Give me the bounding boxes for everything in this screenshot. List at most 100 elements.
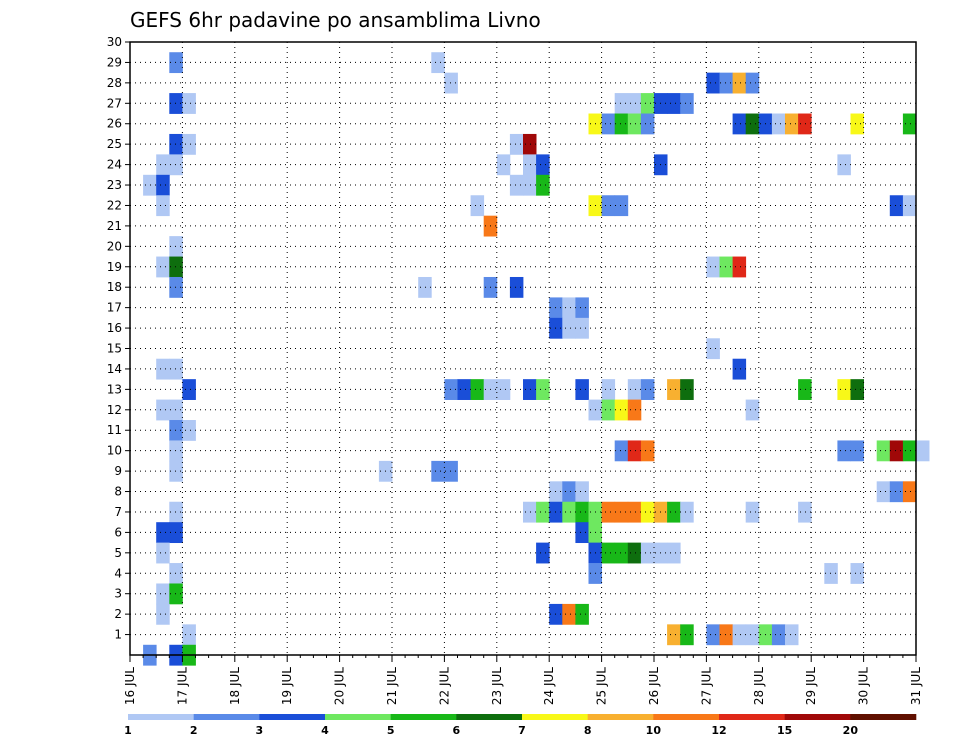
x-tick-label: 27 JUL — [699, 667, 713, 705]
cell — [667, 379, 681, 400]
cell — [706, 72, 720, 94]
cell — [680, 624, 694, 646]
legend-label: 20 — [843, 724, 859, 737]
cell — [627, 399, 642, 421]
cell — [509, 174, 524, 196]
cell — [523, 154, 537, 176]
y-tick-label: 27 — [107, 96, 122, 110]
cell — [837, 379, 851, 400]
legend-swatch — [259, 714, 326, 720]
cell — [575, 501, 589, 523]
cell — [706, 338, 720, 360]
legend-label: 8 — [584, 724, 592, 737]
cell — [902, 440, 917, 462]
y-tick-label: 30 — [107, 35, 122, 49]
cell — [156, 522, 170, 544]
cell — [627, 440, 642, 462]
cell — [509, 276, 524, 298]
cell — [745, 624, 760, 646]
cell — [169, 358, 183, 380]
y-tick-label: 5 — [114, 546, 122, 560]
cell — [614, 113, 629, 135]
x-tick-label: 31 JUL — [909, 667, 923, 705]
cell — [601, 195, 616, 217]
cell — [627, 379, 642, 400]
cell — [575, 522, 589, 544]
cell — [156, 399, 170, 421]
legend-swatch — [325, 714, 391, 720]
cell — [640, 93, 655, 114]
cell — [562, 481, 576, 503]
legend-swatch — [850, 714, 917, 720]
cell — [680, 379, 694, 400]
cell — [156, 603, 170, 625]
y-tick-label: 29 — [107, 55, 122, 69]
cell — [156, 583, 170, 605]
cell — [614, 93, 629, 114]
y-tick-label: 16 — [107, 321, 122, 335]
legend-label: 4 — [321, 724, 329, 737]
cell — [667, 542, 681, 564]
cell — [850, 563, 864, 584]
cell — [719, 72, 733, 94]
cell — [182, 420, 196, 441]
cell — [169, 440, 183, 462]
legend-swatch — [587, 714, 654, 720]
cell — [182, 379, 196, 400]
y-tick-label: 20 — [107, 239, 122, 253]
cell — [640, 440, 655, 462]
cell — [182, 133, 196, 155]
x-tick-label: 23 JUL — [490, 667, 504, 705]
cell — [509, 133, 524, 155]
cell — [614, 195, 629, 217]
cell — [169, 52, 183, 74]
cell — [627, 113, 642, 135]
cell — [850, 379, 864, 400]
x-tick-label: 18 JUL — [228, 667, 242, 705]
y-tick-label: 21 — [107, 219, 122, 233]
legend-swatch — [653, 714, 720, 720]
cell — [889, 481, 904, 503]
x-tick-label: 24 JUL — [542, 667, 556, 705]
y-tick-label: 10 — [107, 444, 122, 458]
cell — [667, 93, 681, 114]
cell — [640, 501, 655, 523]
x-tick-label: 28 JUL — [752, 667, 766, 705]
x-tick-label: 30 JUL — [857, 667, 871, 705]
y-tick-label: 26 — [107, 117, 122, 131]
x-tick-label: 21 JUL — [385, 667, 399, 705]
cell — [169, 236, 183, 257]
cell — [824, 563, 838, 584]
cell — [627, 542, 642, 564]
legend-label: 12 — [711, 724, 726, 737]
grid-layer — [130, 42, 916, 655]
y-tick-label: 24 — [107, 158, 122, 172]
cell — [706, 624, 720, 646]
cell — [575, 603, 589, 625]
x-tick-label: 20 JUL — [333, 667, 347, 705]
cell — [627, 501, 642, 523]
legend-swatch — [522, 714, 588, 720]
cell — [837, 154, 851, 176]
cell — [444, 460, 458, 482]
cell — [169, 563, 183, 584]
cell — [876, 440, 891, 462]
cell — [627, 93, 642, 114]
cell — [614, 399, 629, 421]
cell — [156, 195, 170, 217]
legend-label: 1 — [124, 724, 132, 737]
cell — [496, 379, 511, 400]
y-tick-label: 25 — [107, 137, 122, 151]
cell — [706, 256, 720, 278]
legend-swatch — [193, 714, 260, 720]
y-tick-label: 9 — [114, 464, 122, 478]
cell — [745, 399, 760, 421]
cell — [169, 276, 183, 298]
cell — [850, 113, 864, 135]
y-tick-label: 12 — [107, 403, 122, 417]
cell — [771, 624, 786, 646]
y-tick-label: 19 — [107, 260, 122, 274]
cell — [614, 501, 629, 523]
legend-label: 5 — [387, 724, 395, 737]
cell — [169, 583, 183, 605]
